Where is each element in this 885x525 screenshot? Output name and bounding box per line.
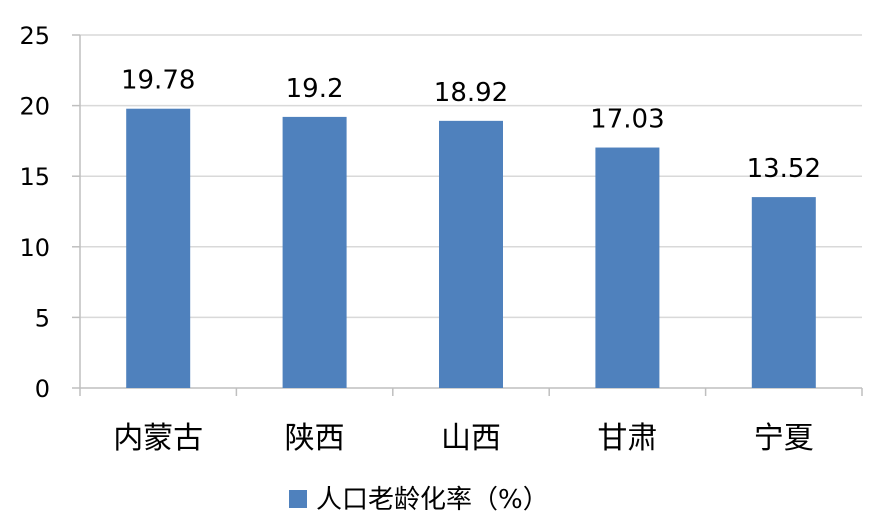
data-label: 17.03 (590, 105, 664, 135)
data-label: 19.2 (286, 74, 344, 104)
data-label: 13.52 (747, 154, 821, 184)
legend: 人口老龄化率（%） (289, 485, 549, 515)
data-label: 18.92 (434, 78, 508, 108)
category-label: 宁夏 (754, 421, 814, 456)
y-tick-label: 15 (19, 163, 50, 191)
legend-label: 人口老龄化率（%） (316, 485, 549, 515)
category-label: 山西 (441, 421, 501, 456)
data-label: 19.78 (121, 66, 195, 96)
category-label: 陕西 (285, 421, 345, 456)
bar (595, 147, 660, 388)
bar (439, 120, 503, 388)
bar (126, 108, 191, 389)
legend-swatch (289, 490, 307, 508)
bars (126, 108, 816, 389)
y-tick-label: 5 (35, 304, 50, 332)
y-tick-label: 25 (19, 22, 50, 50)
bar (282, 116, 347, 389)
category-label: 内蒙古 (113, 421, 203, 456)
y-tick-label: 10 (19, 234, 50, 262)
category-label: 甘肃 (597, 421, 657, 456)
y-tick-label: 0 (35, 375, 50, 403)
labels: 0 5 10 15 20 25 19.78 内蒙古 19.2 陕西 18.92 山西 17.03 甘肃 13… (19, 22, 821, 456)
bar (751, 197, 816, 388)
y-tick-label: 20 (19, 93, 50, 121)
